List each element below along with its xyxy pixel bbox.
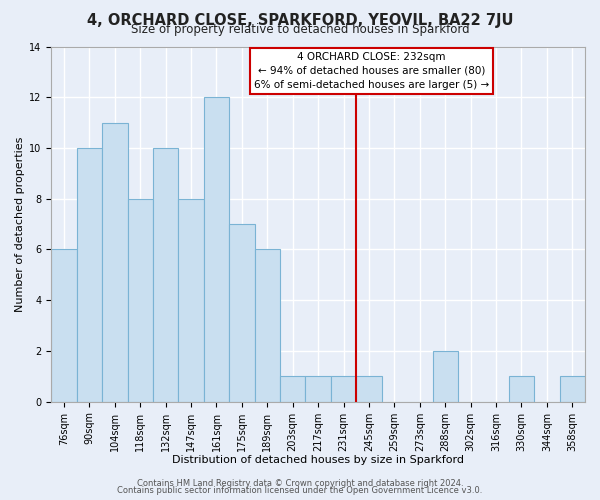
Bar [331,376,356,402]
Bar [77,148,102,402]
Bar [509,376,534,402]
Bar [51,250,77,402]
Bar [254,250,280,402]
Text: Contains HM Land Registry data © Crown copyright and database right 2024.: Contains HM Land Registry data © Crown c… [137,478,463,488]
Text: Contains public sector information licensed under the Open Government Licence v3: Contains public sector information licen… [118,486,482,495]
Text: 4 ORCHARD CLOSE: 232sqm
← 94% of detached houses are smaller (80)
6% of semi-det: 4 ORCHARD CLOSE: 232sqm ← 94% of detache… [254,52,489,90]
Text: Size of property relative to detached houses in Sparkford: Size of property relative to detached ho… [131,22,469,36]
Text: 4, ORCHARD CLOSE, SPARKFORD, YEOVIL, BA22 7JU: 4, ORCHARD CLOSE, SPARKFORD, YEOVIL, BA2… [87,12,513,28]
Bar [102,122,128,402]
Bar [280,376,305,402]
Bar [433,351,458,402]
Bar [229,224,254,402]
Bar [560,376,585,402]
Bar [204,97,229,402]
Bar [178,198,204,402]
X-axis label: Distribution of detached houses by size in Sparkford: Distribution of detached houses by size … [172,455,464,465]
Y-axis label: Number of detached properties: Number of detached properties [15,136,25,312]
Bar [356,376,382,402]
Bar [153,148,178,402]
Bar [128,198,153,402]
Bar [305,376,331,402]
